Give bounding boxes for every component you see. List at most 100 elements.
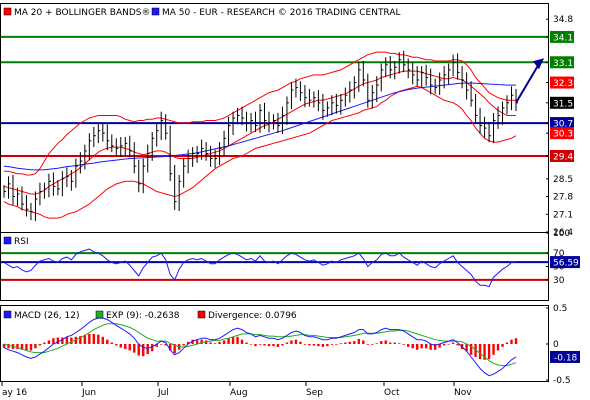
x-axis-label: Nov [454, 388, 472, 398]
divergence-bar [267, 344, 271, 347]
divergence-bar [514, 338, 518, 344]
divergence-bar [236, 336, 239, 344]
rsi-axis: 10070503056.59 [546, 229, 580, 286]
rsi-tick-label: 100 [553, 229, 570, 239]
level-tag-label: 33.1 [553, 59, 573, 69]
macd-tick-label: -0.5 [553, 376, 571, 386]
divergence-bar [133, 344, 136, 353]
divergence-bar [61, 337, 64, 344]
divergence-bar [294, 339, 298, 344]
divergence-bar [478, 344, 482, 360]
divergence-bar [231, 336, 235, 344]
divergence-bar [281, 344, 284, 346]
divergence-bar [240, 339, 244, 344]
price-tag-label: 32.3 [553, 79, 573, 89]
rsi-series-line [3, 248, 517, 288]
divergence-bar [429, 344, 432, 350]
divergence-bar [465, 344, 468, 352]
divergence-bar [168, 344, 172, 351]
macd-tick-label: 0 [553, 340, 559, 350]
divergence-bar [362, 340, 365, 344]
divergence-bar [200, 339, 203, 344]
ma20-legend-swatch [3, 7, 12, 16]
divergence-bar [510, 339, 513, 344]
divergence-legend-label: Divergence: 0.0796 [208, 311, 297, 321]
divergence-bar [70, 337, 73, 344]
divergence-bar [285, 342, 289, 344]
rsi-tick-label: 30 [553, 276, 565, 286]
macd-lines [3, 317, 517, 377]
x-axis-label: Oct [384, 388, 400, 398]
price-tick-label: 26.4 [553, 228, 573, 238]
divergence-bar [415, 344, 419, 350]
divergence-bar [384, 340, 387, 344]
divergence-bar [496, 344, 500, 351]
divergence-bar [321, 344, 325, 347]
divergence-bar [424, 344, 428, 349]
macd-legend-swatch [3, 310, 12, 319]
divergence-bar [2, 344, 6, 348]
divergence-bar [258, 344, 262, 345]
divergence-bar [433, 344, 437, 350]
macd-line [3, 317, 517, 377]
divergence-bar [276, 344, 280, 347]
x-axis-label: Jul [157, 388, 169, 398]
divergence-bar [389, 342, 392, 344]
ma50-legend-label: MA 50 - EUR - RESEARCH © 2016 TRADING CE… [162, 8, 401, 18]
divergence-bar [402, 344, 405, 345]
divergence-bar [272, 344, 275, 347]
divergence-bar [398, 343, 401, 344]
level-tag-box [550, 150, 574, 162]
divergence-bar [375, 343, 378, 344]
divergence-legend-swatch [197, 310, 206, 319]
macd-tick-label: 0.5 [553, 304, 567, 314]
price-tick-label: 27.1 [553, 210, 573, 220]
signal-legend-label: EXP (9): -0.2638 [106, 311, 180, 321]
level-tag-label: 34.1 [553, 33, 573, 43]
macd-divergence-bars [2, 333, 518, 360]
divergence-bar [25, 344, 28, 351]
divergence-bar [407, 344, 410, 347]
forecast-arrow-line [515, 61, 541, 104]
divergence-bar [182, 344, 185, 346]
divergence-bar [254, 344, 257, 347]
divergence-bar [65, 336, 69, 344]
rsi-title: RSI [14, 237, 29, 247]
divergence-bar [492, 344, 495, 355]
divergence-bar [442, 344, 446, 346]
divergence-bar [263, 344, 266, 346]
divergence-bar [20, 344, 24, 350]
divergence-bar [371, 344, 374, 345]
divergence-bar [124, 344, 127, 350]
rsi-legend-swatch [3, 236, 12, 245]
divergence-bar [353, 341, 356, 344]
price-tag-box [550, 127, 574, 140]
divergence-bar [83, 334, 87, 344]
divergence-bar [393, 342, 396, 344]
divergence-bar [317, 344, 320, 347]
x-axis-label: Sep [306, 388, 323, 398]
x-axis-label: Jun [81, 388, 96, 398]
divergence-bar [128, 344, 131, 351]
divergence-bar [438, 344, 441, 348]
divergence-bar [312, 344, 316, 346]
divergence-bar [155, 344, 158, 347]
divergence-bar [487, 344, 491, 360]
divergence-bar [164, 344, 167, 346]
rsi-line [3, 248, 517, 288]
x-axis-label: Aug [230, 388, 248, 398]
x-axis: ay 16 Jun Jul Aug Sep Oct Nov [1, 381, 472, 398]
macd-legend: MACD (26, 12) EXP (9): -0.2638 Divergenc… [3, 310, 297, 321]
price-tags: 34.1 33.1 30.7 29.4 32.3 31.5 30.3 [550, 30, 574, 163]
price-tag-label: 31.5 [553, 99, 573, 109]
ma20-legend-label: MA 20 + BOLLINGER BANDS® [14, 8, 151, 18]
divergence-bar [43, 342, 46, 344]
divergence-bar [186, 341, 190, 344]
divergence-bar [420, 344, 423, 349]
macd-value-tag-box [550, 350, 580, 363]
divergence-bar [159, 344, 163, 345]
level-tag-label: 29.4 [553, 153, 573, 163]
divergence-bar [335, 344, 338, 345]
signal-legend-swatch [95, 310, 104, 319]
